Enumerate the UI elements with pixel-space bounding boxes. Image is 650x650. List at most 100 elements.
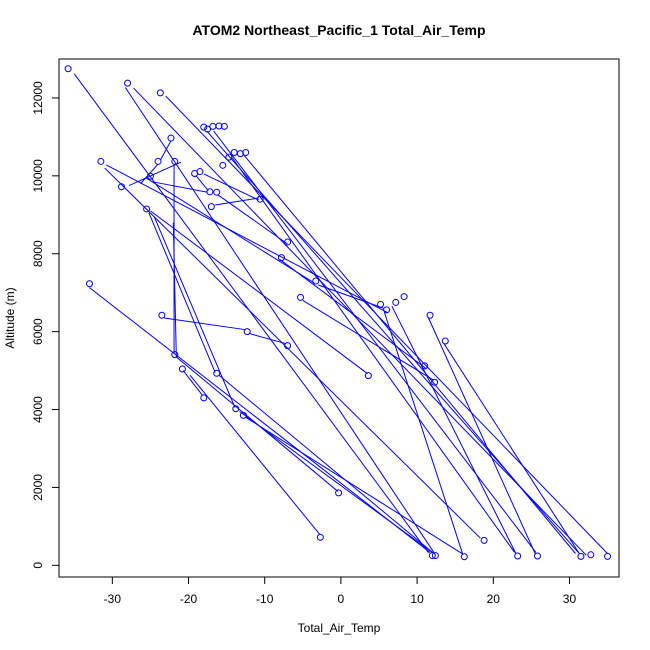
data-point (239, 411, 247, 419)
series-line-segment (145, 177, 315, 284)
series-line-segment (391, 306, 517, 555)
series-line-segment (89, 287, 431, 553)
series-line-segment (153, 216, 236, 408)
series-line-segment (151, 181, 208, 193)
series-line-segment (239, 411, 433, 553)
data-point (225, 153, 233, 161)
data-point (460, 553, 468, 561)
chart-title: ATOM2 Northeast_Pacific_1 Total_Air_Temp (192, 22, 485, 38)
series-line-segment (182, 370, 203, 396)
data-point (284, 342, 292, 350)
data-point (277, 254, 285, 262)
data-point (213, 369, 221, 377)
data-point (421, 362, 429, 370)
x-axis-label: Total_Air_Temp (298, 621, 381, 635)
x-tick-label: 20 (487, 592, 501, 606)
data-point (191, 170, 199, 178)
series-line-segment (279, 259, 427, 370)
data-point (426, 311, 434, 319)
x-tick-label: -10 (256, 592, 274, 606)
series-line-segment (217, 194, 288, 245)
x-tick-label: -20 (180, 592, 198, 606)
series-line-segment (172, 222, 177, 357)
series-line-segment (73, 73, 429, 554)
y-axis-label: Altitude (m) (3, 287, 17, 348)
series-line-segment (242, 154, 576, 554)
y-tick-label: 2000 (31, 474, 45, 501)
series-line-segment (165, 95, 608, 554)
series-line-segment (317, 284, 384, 309)
series-lines (73, 73, 608, 556)
data-point (143, 205, 151, 213)
y-tick-label: 6000 (31, 318, 45, 345)
data-point (213, 188, 221, 196)
x-tick-label: 10 (410, 592, 424, 606)
data-point (335, 489, 343, 497)
data-point (215, 122, 223, 130)
data-point (431, 378, 439, 386)
data-point (220, 122, 228, 130)
data-point (480, 536, 488, 544)
data-point (577, 552, 585, 560)
x-tick-label: 0 (338, 592, 345, 606)
series-line-segment (218, 374, 434, 554)
series-line-segment (189, 374, 320, 535)
data-point (207, 203, 215, 211)
data-point (158, 311, 166, 319)
x-axis: -30 -20 -10 0 10 20 30 (104, 576, 577, 606)
data-point (204, 125, 212, 133)
data-point (97, 157, 105, 165)
data-point (171, 157, 179, 165)
series-line-segment (203, 173, 259, 201)
data-point (533, 552, 541, 560)
data-point (242, 148, 250, 156)
data-point (297, 293, 305, 301)
data-point (284, 238, 292, 246)
data-point (383, 306, 391, 314)
series-line-segment (104, 167, 481, 539)
data-point (243, 328, 251, 336)
series-points (64, 65, 612, 561)
data-point (312, 277, 320, 285)
y-tick-label: 4000 (31, 396, 45, 423)
series-line-segment (124, 87, 435, 553)
data-point (364, 372, 372, 380)
series-line-segment (148, 212, 216, 373)
data-point (604, 552, 612, 560)
series-line-segment (443, 343, 580, 554)
data-point (154, 157, 162, 165)
series-line-segment (164, 317, 246, 331)
data-point (514, 552, 522, 560)
data-point (400, 293, 408, 301)
data-point (232, 405, 240, 413)
series-line-segment (213, 130, 537, 553)
y-axis: 0 2000 4000 6000 8000 10000 12000 (31, 81, 60, 569)
data-point (64, 65, 72, 73)
y-tick-label: 0 (31, 562, 45, 569)
series-line-segment (249, 333, 287, 345)
data-point (167, 134, 175, 142)
series-line-segment (106, 164, 389, 314)
data-point (146, 172, 154, 180)
data-point (85, 280, 93, 288)
y-tick-label: 8000 (31, 240, 45, 267)
data-point (171, 351, 179, 359)
series-line-segment (428, 317, 536, 554)
data-point (441, 337, 449, 345)
data-point (587, 551, 595, 559)
data-point (178, 365, 186, 373)
data-point (206, 188, 214, 196)
data-point (428, 552, 436, 560)
data-point (431, 552, 439, 560)
y-tick-label: 12000 (31, 81, 45, 115)
series-line-segment (215, 197, 259, 206)
data-point (256, 195, 264, 203)
x-tick-label: 30 (563, 592, 577, 606)
series-line-segment (230, 156, 516, 553)
series-line-segment (195, 175, 209, 191)
data-point (156, 89, 164, 97)
x-tick-label: -30 (104, 592, 122, 606)
series-line-segment (302, 300, 435, 381)
